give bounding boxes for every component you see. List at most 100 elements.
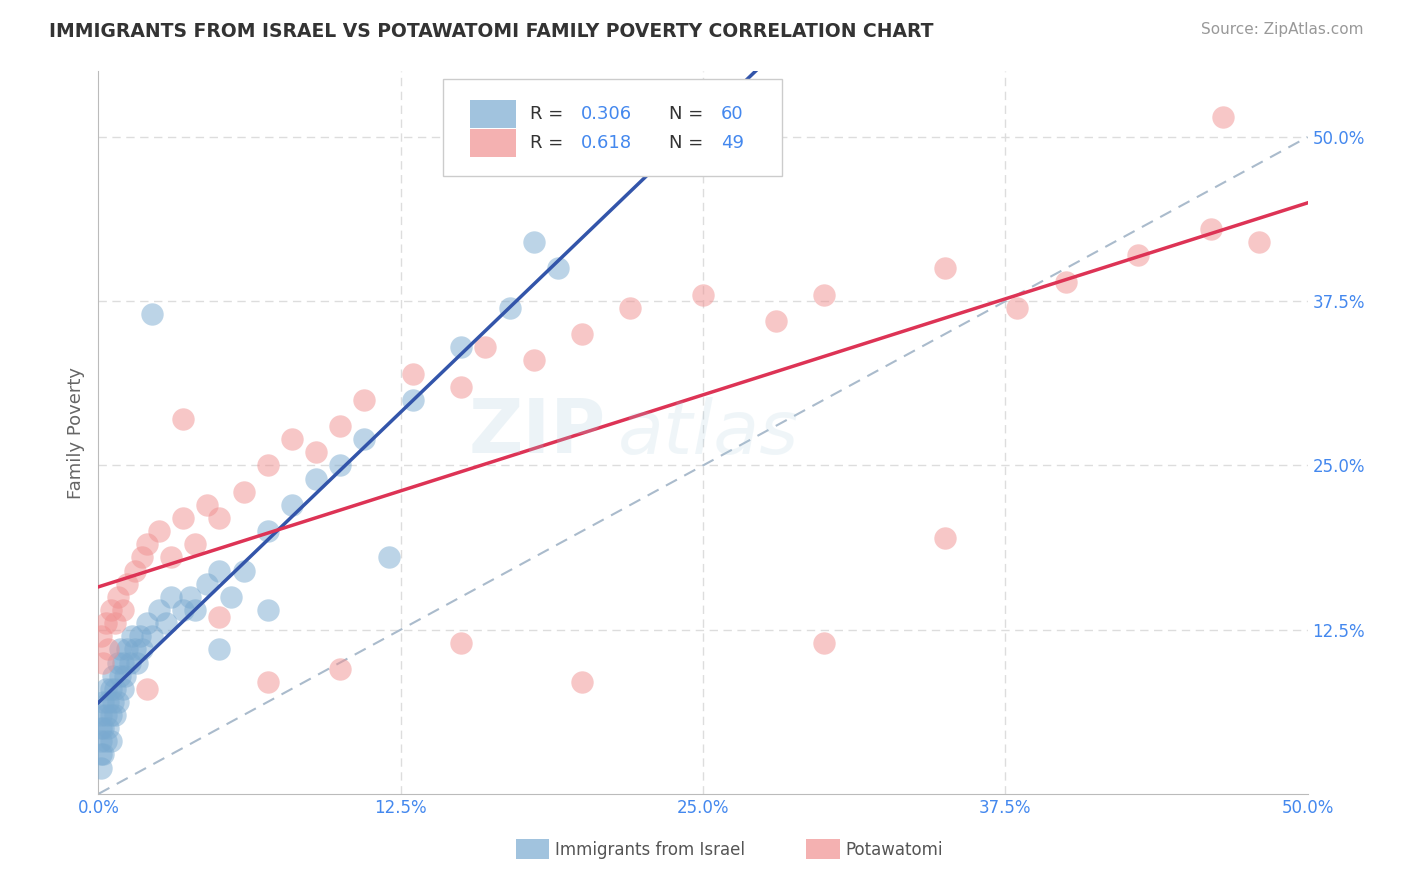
Point <box>353 392 375 407</box>
Point <box>94 708 117 723</box>
Point <box>195 498 218 512</box>
Text: N =: N = <box>669 134 709 152</box>
Point <box>127 656 149 670</box>
Point <box>91 656 114 670</box>
Point <box>256 458 278 473</box>
FancyBboxPatch shape <box>443 78 782 176</box>
Point <box>97 642 120 657</box>
Point <box>160 550 183 565</box>
Point <box>107 656 129 670</box>
Point <box>107 590 129 604</box>
Point <box>179 590 201 604</box>
Point <box>97 721 120 735</box>
Point <box>692 287 714 301</box>
Point <box>90 747 112 762</box>
Point <box>108 668 131 682</box>
Point <box>135 537 157 551</box>
Point <box>281 432 304 446</box>
Point <box>114 668 136 682</box>
Point <box>135 616 157 631</box>
FancyBboxPatch shape <box>470 100 516 128</box>
Point <box>1054 275 1077 289</box>
Point <box>256 603 278 617</box>
Point <box>135 681 157 696</box>
Point <box>498 301 520 315</box>
Point <box>1199 222 1222 236</box>
Point <box>934 261 956 276</box>
Point <box>208 511 231 525</box>
Point <box>94 616 117 631</box>
Point <box>91 721 114 735</box>
Point <box>208 642 231 657</box>
Point <box>94 734 117 748</box>
Point <box>184 537 207 551</box>
Text: Immigrants from Israel: Immigrants from Israel <box>555 840 745 858</box>
Point <box>128 629 150 643</box>
Point <box>195 576 218 591</box>
Point <box>91 747 114 762</box>
Point <box>450 379 472 393</box>
Point <box>111 681 134 696</box>
Point <box>208 564 231 578</box>
Point <box>131 550 153 565</box>
Point <box>90 761 112 775</box>
Text: 49: 49 <box>721 134 744 152</box>
Point <box>160 590 183 604</box>
Point <box>141 307 163 321</box>
Point <box>281 498 304 512</box>
Point <box>101 668 124 682</box>
Point <box>571 675 593 690</box>
Point <box>100 603 122 617</box>
Point <box>90 629 112 643</box>
Point <box>172 412 194 426</box>
Point <box>208 609 231 624</box>
Text: R =: R = <box>530 105 569 123</box>
Point <box>94 681 117 696</box>
Point <box>100 734 122 748</box>
FancyBboxPatch shape <box>806 838 839 859</box>
Text: 0.306: 0.306 <box>581 105 633 123</box>
Point <box>141 629 163 643</box>
Point <box>172 603 194 617</box>
Point <box>111 656 134 670</box>
Point <box>97 695 120 709</box>
Point <box>104 708 127 723</box>
Point <box>256 675 278 690</box>
Point <box>934 531 956 545</box>
Text: atlas: atlas <box>619 397 800 468</box>
Point <box>1128 248 1150 262</box>
Point <box>474 340 496 354</box>
Point <box>104 681 127 696</box>
Point <box>117 642 139 657</box>
Text: 0.618: 0.618 <box>581 134 633 152</box>
Point <box>100 681 122 696</box>
Point <box>104 616 127 631</box>
Point <box>1007 301 1029 315</box>
Point <box>90 734 112 748</box>
Point <box>305 445 328 459</box>
Point <box>450 636 472 650</box>
Point <box>108 642 131 657</box>
Point <box>131 642 153 657</box>
Point <box>118 656 141 670</box>
Text: R =: R = <box>530 134 575 152</box>
Point <box>148 603 170 617</box>
Point <box>256 524 278 538</box>
Point <box>329 662 352 676</box>
Point <box>124 642 146 657</box>
Point <box>121 629 143 643</box>
Point <box>1212 111 1234 125</box>
Point <box>329 458 352 473</box>
Text: 60: 60 <box>721 105 744 123</box>
FancyBboxPatch shape <box>516 838 550 859</box>
Point <box>148 524 170 538</box>
Point <box>523 235 546 249</box>
Text: Potawatomi: Potawatomi <box>845 840 943 858</box>
Point <box>619 301 641 315</box>
Point <box>117 576 139 591</box>
Text: N =: N = <box>669 105 709 123</box>
Text: IMMIGRANTS FROM ISRAEL VS POTAWATOMI FAMILY POVERTY CORRELATION CHART: IMMIGRANTS FROM ISRAEL VS POTAWATOMI FAM… <box>49 22 934 41</box>
Point <box>523 353 546 368</box>
Text: ZIP: ZIP <box>470 396 606 469</box>
Point <box>184 603 207 617</box>
